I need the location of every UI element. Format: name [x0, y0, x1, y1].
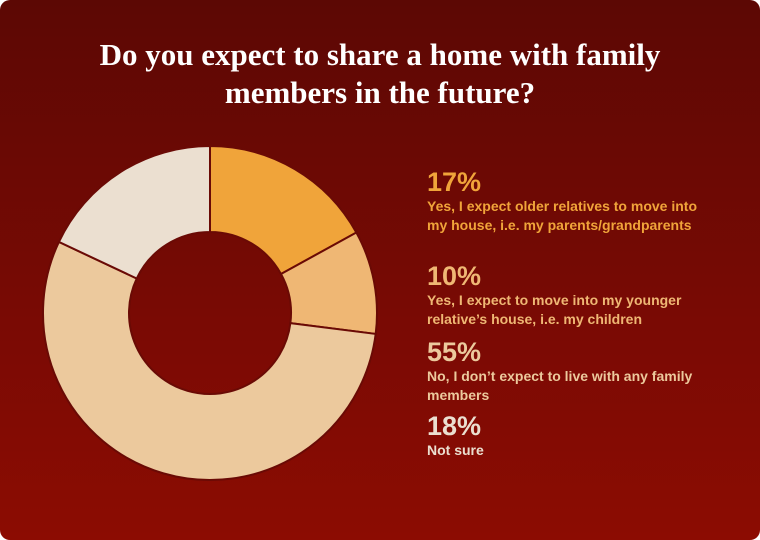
- donut-slice: [42, 240, 377, 481]
- legend-percent: 10%: [427, 261, 482, 291]
- legend-entry: 10% Yes, I expect to move into my younger…: [427, 261, 702, 329]
- legend-entry: 55% No, I don’t expect to live with any f…: [427, 337, 702, 405]
- legend-label: Yes, I expect to move into my younger re…: [427, 292, 682, 327]
- legend-label: Yes, I expect older relatives to move in…: [427, 198, 697, 233]
- legend-label: No, I don’t expect to live with any fami…: [427, 368, 693, 403]
- legend-entry: 17% Yes, I expect older relatives to move…: [427, 167, 702, 235]
- legend-entry: 18% Not sure: [427, 411, 702, 460]
- donut-slice: [209, 144, 358, 276]
- legend-percent: 18%: [427, 411, 482, 441]
- legend-percent: 17%: [427, 167, 482, 197]
- donut-slice: [57, 144, 211, 280]
- chart-title: Do you expect to share a home with famil…: [99, 37, 661, 110]
- legend-label: Not sure: [427, 442, 484, 458]
- legend-percent: 55%: [427, 337, 482, 367]
